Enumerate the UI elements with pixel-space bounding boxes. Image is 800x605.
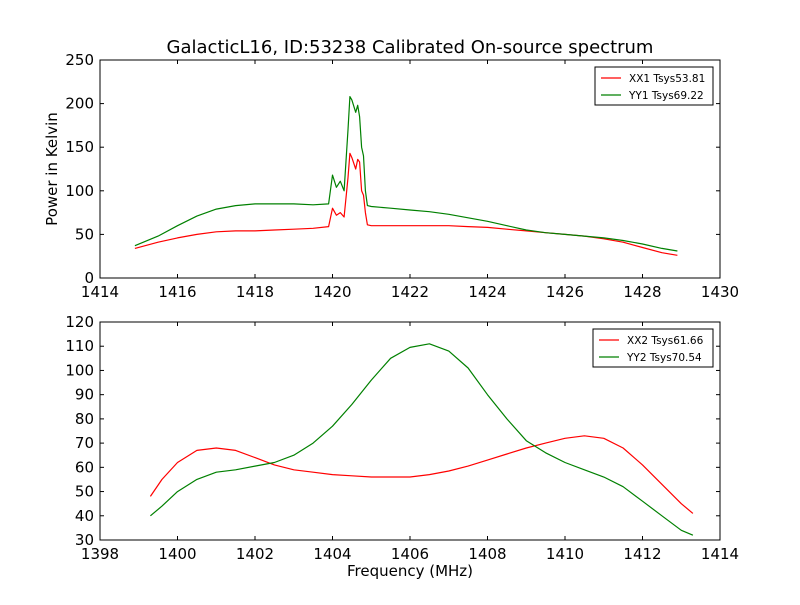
y-tick-label: 70 — [75, 434, 94, 452]
x-tick-label: 1426 — [546, 283, 584, 301]
plot-1: 1414 1416 1418 1420 1422 1424 1426 1428 1430 0 50 1… — [43, 51, 739, 301]
x-tick-label: 1400 — [158, 545, 196, 563]
x-tick-label: 1428 — [623, 283, 661, 301]
series-line-2-2 — [150, 343, 694, 536]
y-tick-label: 150 — [65, 138, 94, 156]
x-tick-label: 1422 — [391, 283, 429, 301]
legend-box — [594, 66, 714, 106]
x-tick-label: 1420 — [313, 283, 351, 301]
y-tick-label: 110 — [65, 337, 94, 355]
y-tick-label: 0 — [84, 269, 94, 287]
x-tick-label: 1430 — [701, 283, 739, 301]
x-tick-label: 1414 — [81, 283, 119, 301]
x-tick-label: 1414 — [701, 545, 739, 563]
legend-label: XX1 Tsys53.81 — [629, 73, 705, 85]
series-line-1-2 — [134, 95, 678, 252]
y-tick-label: 200 — [65, 95, 94, 113]
y-tick-label: 100 — [65, 182, 94, 200]
x-tick-label: 1412 — [623, 545, 661, 563]
legend-label: YY1 Tsys69.22 — [628, 90, 704, 102]
y-tick-label: 30 — [75, 531, 94, 549]
legend-label: XX2 Tsys61.66 — [627, 335, 704, 347]
y-tick-label: 50 — [75, 483, 94, 501]
y-tick-label: 90 — [75, 386, 94, 404]
x-axis-label: Frequency (MHz) — [347, 562, 473, 580]
x-tick-label: 1416 — [158, 283, 196, 301]
y-tick-label: 40 — [75, 507, 94, 525]
x-tick-label: 1424 — [468, 283, 506, 301]
x-tick-label: 1408 — [468, 545, 506, 563]
legend-box — [592, 328, 714, 368]
series-line-1-1 — [134, 152, 678, 256]
x-tick-label: 1418 — [236, 283, 274, 301]
x-tick-label: 1404 — [313, 545, 351, 563]
y-tick-label: 250 — [65, 51, 94, 69]
plot-2: 1398 1400 1402 1404 1406 1408 1410 1412 1414 30 40… — [65, 313, 739, 580]
y-axis-label: Power in Kelvin — [43, 112, 61, 226]
x-tick-label: 1410 — [546, 545, 584, 563]
y-tick-label: 120 — [65, 313, 94, 331]
x-tick-label: 1402 — [236, 545, 274, 563]
y-tick-label: 60 — [75, 458, 94, 476]
y-tick-label: 80 — [75, 410, 94, 428]
x-tick-label: 1398 — [81, 545, 119, 563]
y-tick-label: 100 — [65, 361, 94, 379]
x-tick-label: 1406 — [391, 545, 429, 563]
y-tick-label: 50 — [75, 225, 94, 243]
chart-title: GalacticL16, ID:53238 Calibrated On-sour… — [167, 37, 654, 58]
legend-1: XX1 Tsys53.81 YY1 Tsys69.22 — [594, 66, 714, 106]
legend-2: XX2 Tsys61.66 YY2 Tsys70.54 — [592, 328, 714, 368]
legend-label: YY2 Tsys70.54 — [626, 352, 702, 364]
series-line-2-1 — [149, 435, 694, 514]
